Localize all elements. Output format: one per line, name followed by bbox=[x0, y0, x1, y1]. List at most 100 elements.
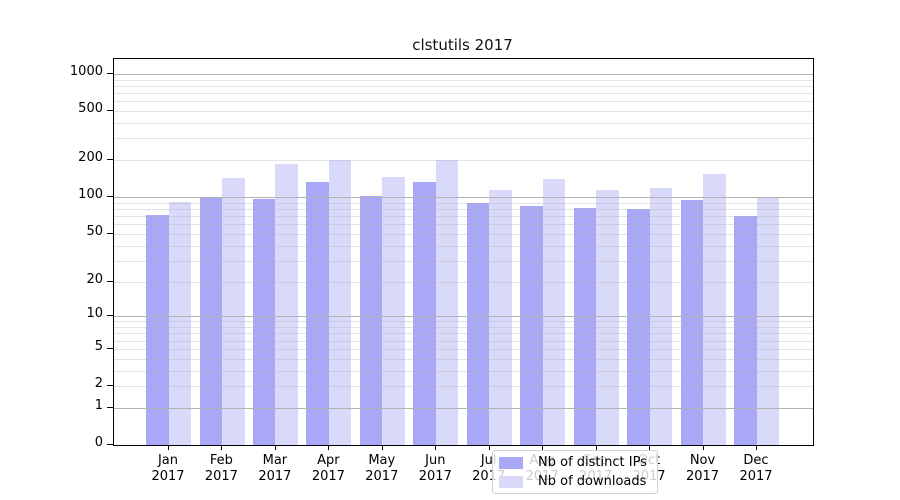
x-tick-mark-may bbox=[381, 445, 383, 450]
gridline-6 bbox=[114, 340, 813, 342]
x-tick-year: 2017 bbox=[204, 469, 238, 484]
x-tick-label-nov: Nov 2017 bbox=[673, 453, 733, 485]
y-tick-label-1: 1 bbox=[94, 397, 103, 413]
bar-nov-downloads bbox=[703, 174, 726, 445]
x-tick-label-jan: Jan 2017 bbox=[138, 453, 198, 485]
y-tick-mark-100 bbox=[107, 196, 113, 198]
x-tick-mark-mar bbox=[274, 445, 276, 450]
y-tick-label-2: 2 bbox=[94, 376, 103, 391]
y-tick-mark-20 bbox=[107, 280, 113, 282]
x-tick-mark-nov bbox=[702, 445, 704, 450]
x-tick-year: 2017 bbox=[365, 469, 399, 484]
gridline-70 bbox=[114, 216, 813, 217]
x-tick-mark-dec bbox=[756, 445, 757, 450]
bar-jul-ips bbox=[466, 202, 490, 445]
y-tick-label-200: 200 bbox=[78, 150, 103, 166]
y-tick-label-5: 5 bbox=[94, 338, 103, 354]
gridline-600 bbox=[114, 101, 813, 103]
legend-label-distinct-ips: Nb of distinct IPs bbox=[538, 455, 647, 470]
gridline-20 bbox=[114, 281, 813, 283]
y-tick-label-50: 50 bbox=[86, 223, 103, 239]
gridline-9 bbox=[114, 321, 813, 323]
x-tick-mark-jul bbox=[488, 445, 490, 450]
bar-may-downloads bbox=[382, 176, 405, 445]
y-tick-mark-200 bbox=[107, 159, 113, 161]
x-tick-mark-oct bbox=[649, 445, 650, 450]
bar-apr-downloads bbox=[328, 160, 352, 445]
legend-swatch-distinct-ips bbox=[499, 456, 523, 469]
y-tick-mark-1000 bbox=[107, 72, 113, 74]
x-tick-year: 2017 bbox=[151, 469, 185, 484]
bar-oct-ips bbox=[627, 209, 650, 445]
x-tick-label-feb: Feb 2017 bbox=[191, 453, 251, 485]
x-tick-year: 2017 bbox=[739, 469, 773, 484]
y-tick-label-20: 20 bbox=[86, 271, 103, 287]
bar-feb-downloads bbox=[222, 178, 245, 445]
y-tick-label-1000: 1000 bbox=[69, 63, 103, 79]
x-tick-mark-aug bbox=[542, 445, 544, 450]
bar-dec-ips bbox=[734, 216, 757, 445]
gridline-100 bbox=[114, 197, 813, 199]
x-tick-mark-sep bbox=[595, 445, 597, 450]
x-tick-label-jun: Jun 2017 bbox=[405, 453, 465, 485]
plot-area: Nb of distinct IPs Nb of downloads bbox=[113, 58, 814, 494]
y-tick-label-0: 0 bbox=[94, 435, 103, 450]
legend-swatch-downloads bbox=[499, 475, 523, 488]
gridline-400 bbox=[114, 123, 813, 124]
gridline-90 bbox=[114, 202, 813, 204]
legend-item-distinct-ips: Nb of distinct IPs bbox=[499, 453, 657, 472]
x-tick-year: 2017 bbox=[685, 469, 720, 484]
chart-title: clstutils 2017 bbox=[412, 36, 513, 54]
legend-label-downloads: Nb of downloads bbox=[538, 474, 647, 489]
bar-feb-ips bbox=[199, 197, 222, 445]
gridline-4 bbox=[114, 358, 813, 360]
legend-item-downloads: Nb of downloads bbox=[499, 472, 657, 491]
gridline-7 bbox=[114, 333, 813, 335]
x-tick-label-may: May 2017 bbox=[352, 453, 412, 485]
x-tick-mark-jan bbox=[168, 445, 169, 450]
y-tick-mark-10 bbox=[107, 315, 113, 317]
x-tick-label-dec: Dec 2017 bbox=[726, 453, 786, 485]
x-tick-mark-feb bbox=[221, 445, 223, 450]
bar-mar-ips bbox=[252, 198, 276, 445]
gridline-10 bbox=[114, 316, 813, 318]
gridline-40 bbox=[114, 245, 813, 247]
bar-aug-downloads bbox=[542, 178, 566, 445]
gridline-500 bbox=[114, 111, 813, 113]
x-tick-label-mar: Mar 2017 bbox=[245, 453, 305, 485]
gridline-3 bbox=[114, 370, 813, 372]
gridline-30 bbox=[114, 260, 813, 262]
bar-jun-ips bbox=[413, 181, 436, 445]
gridline-200 bbox=[114, 160, 813, 162]
legend: Nb of distinct IPs Nb of downloads bbox=[492, 450, 658, 494]
y-tick-mark-5 bbox=[107, 347, 113, 349]
bar-jan-downloads bbox=[168, 202, 191, 445]
x-tick-label-apr: Apr 2017 bbox=[298, 453, 358, 485]
y-tick-label-500: 500 bbox=[78, 101, 103, 117]
x-tick-mark-apr bbox=[328, 445, 330, 450]
bar-may-ips bbox=[359, 196, 383, 445]
bar-apr-ips bbox=[306, 181, 329, 445]
gridline-8 bbox=[114, 327, 813, 328]
x-tick-year: 2017 bbox=[311, 469, 345, 484]
y-tick-mark-0 bbox=[107, 444, 113, 445]
gridline-800 bbox=[114, 85, 813, 87]
y-tick-mark-50 bbox=[107, 232, 113, 234]
gridline-80 bbox=[114, 209, 813, 210]
bar-mar-downloads bbox=[275, 164, 298, 445]
bar-aug-ips bbox=[520, 206, 543, 445]
bar-nov-ips bbox=[680, 199, 703, 445]
bar-jul-downloads bbox=[489, 190, 512, 445]
y-tick-label-10: 10 bbox=[86, 306, 103, 322]
gridline-700 bbox=[114, 93, 813, 94]
bar-dec-downloads bbox=[756, 196, 779, 445]
y-tick-label-100: 100 bbox=[78, 187, 103, 203]
x-tick-year: 2017 bbox=[418, 469, 452, 484]
gridline-300 bbox=[114, 138, 813, 140]
y-tick-mark-500 bbox=[107, 110, 113, 112]
bar-jan-ips bbox=[146, 214, 169, 445]
bar-sep-downloads bbox=[596, 190, 619, 445]
gridline-1 bbox=[114, 407, 813, 409]
y-tick-mark-1 bbox=[107, 406, 113, 408]
